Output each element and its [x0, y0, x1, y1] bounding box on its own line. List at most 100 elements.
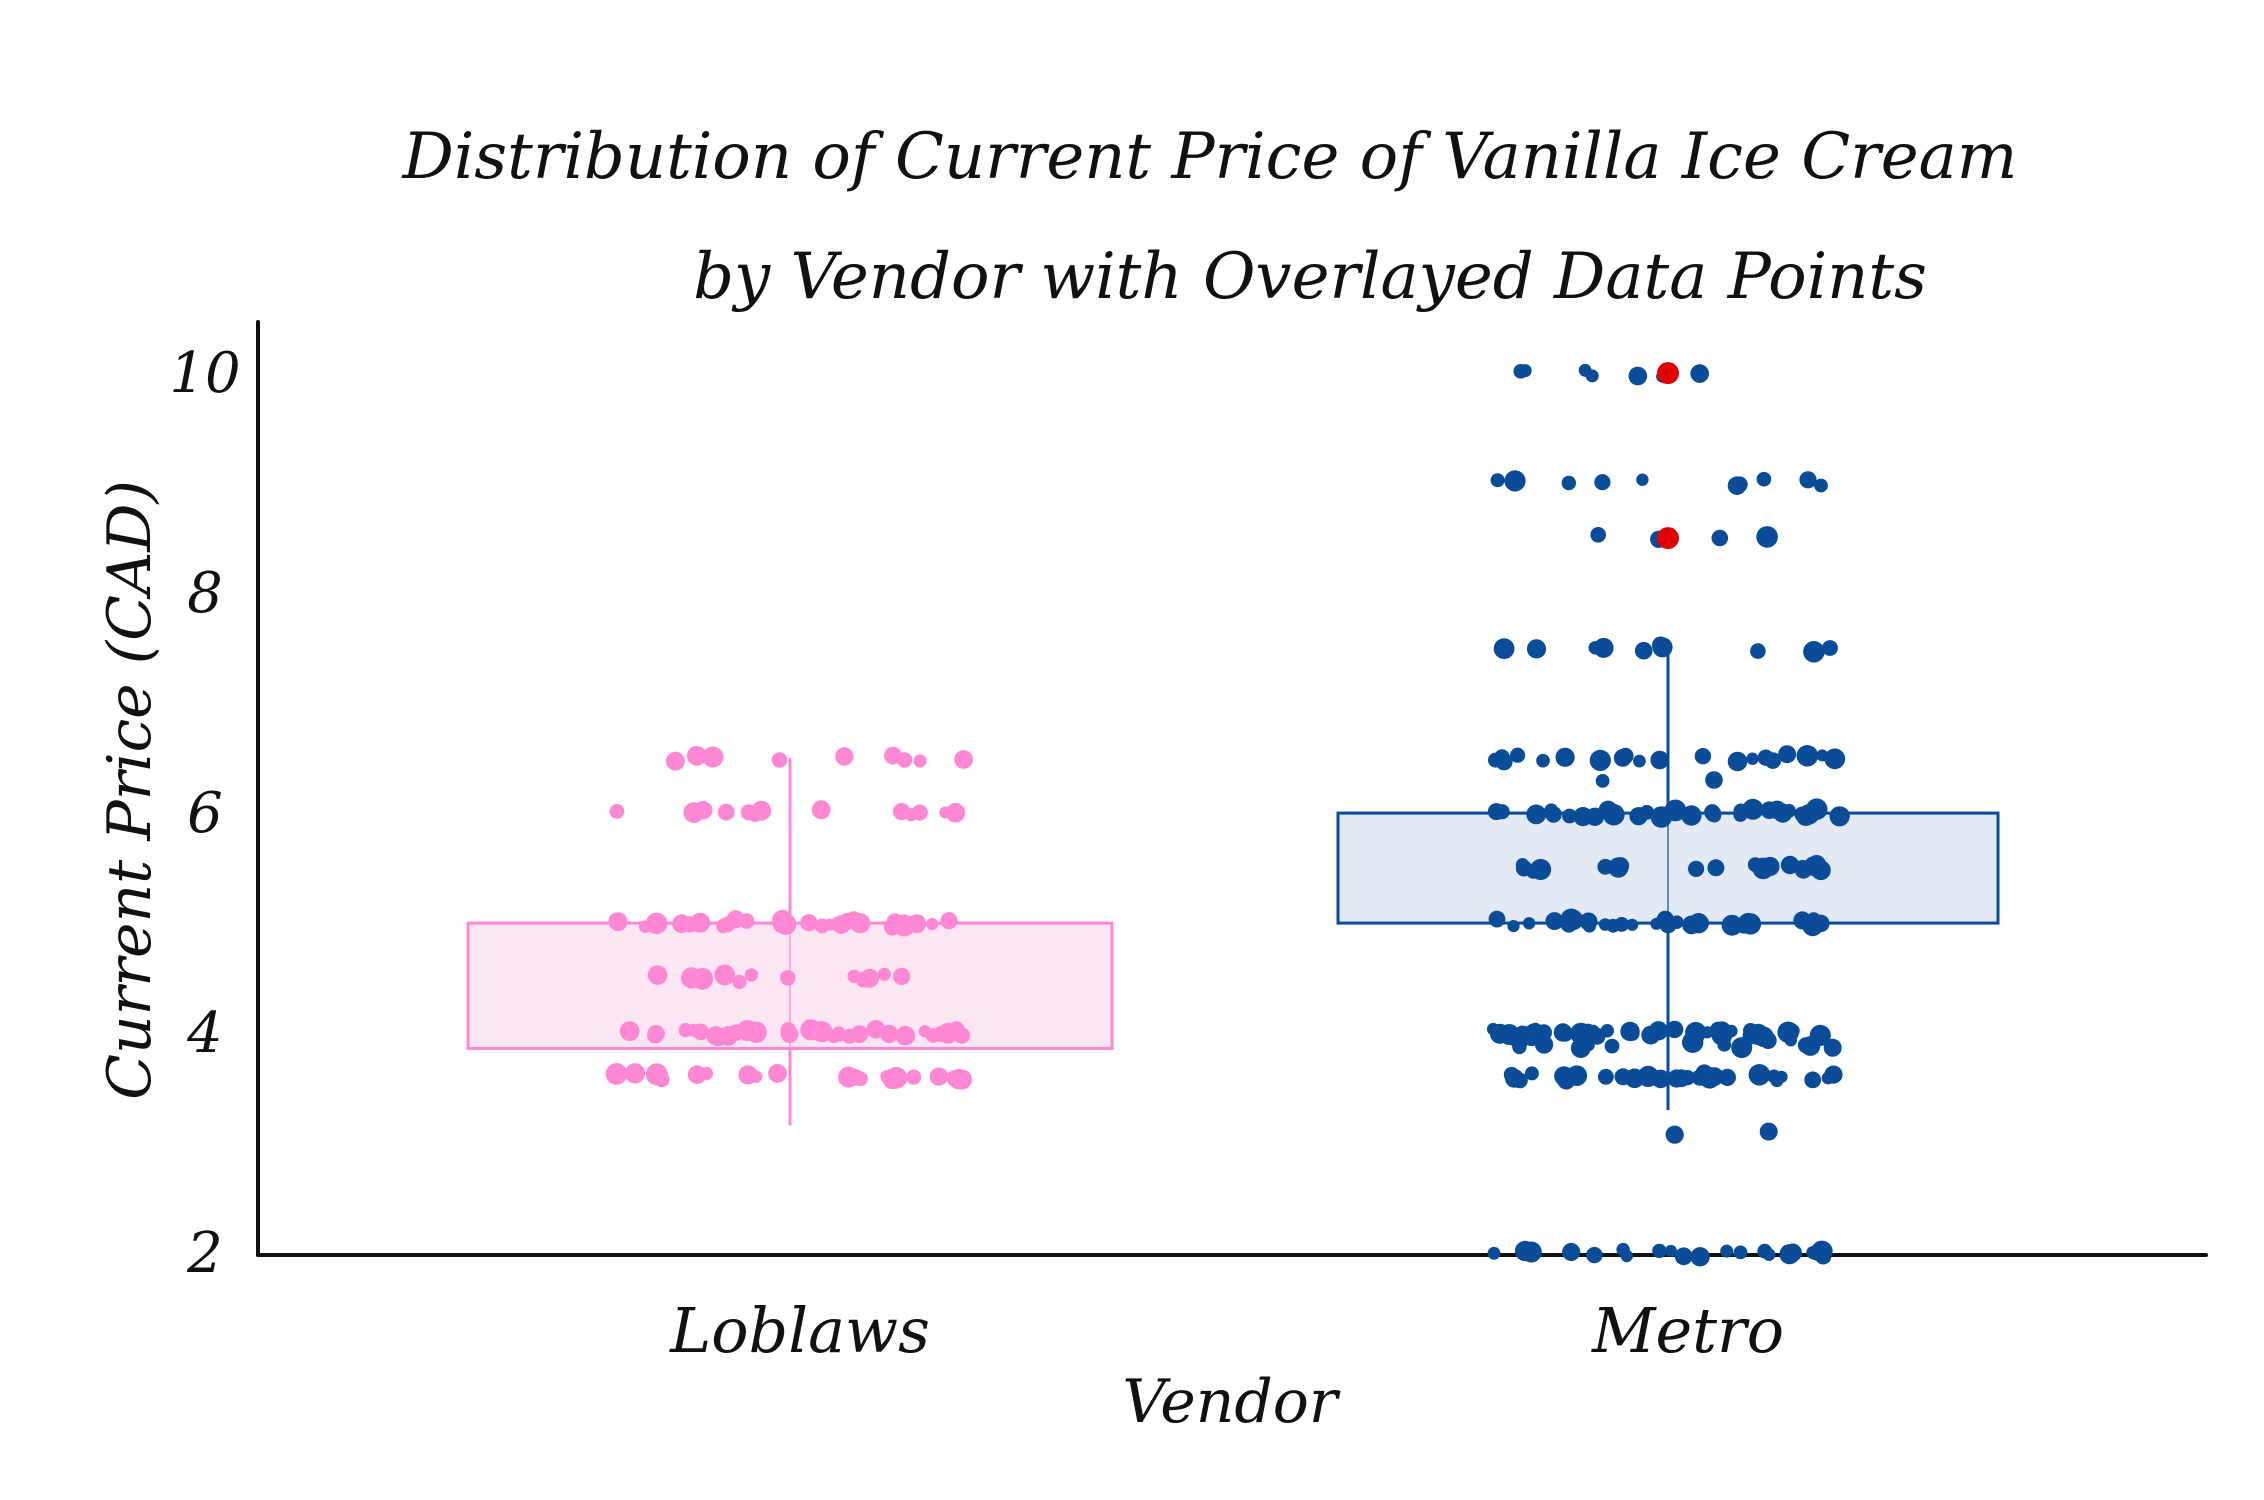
box-group-loblaws: [466, 745, 1114, 1126]
data-point: [1650, 750, 1669, 770]
data-point: [1762, 1248, 1776, 1261]
data-point: [1720, 1244, 1734, 1258]
data-point: [1806, 912, 1822, 928]
data-point: [647, 1025, 665, 1043]
data-point: [1557, 1025, 1574, 1042]
data-point: [1535, 1035, 1554, 1054]
data-point: [1588, 641, 1602, 655]
data-point: [1536, 753, 1550, 768]
data-point: [1595, 774, 1610, 788]
data-point: [1585, 807, 1605, 826]
data-point: [884, 746, 902, 765]
data-point: [1682, 1031, 1704, 1054]
data-point: [1664, 799, 1687, 822]
data-point: [1515, 858, 1530, 872]
data-point: [751, 800, 772, 821]
data-point: [1582, 1038, 1595, 1052]
data-point: [1585, 369, 1599, 383]
data-point: [1586, 1024, 1600, 1039]
data-point: [1711, 529, 1729, 547]
data-point: [605, 1063, 628, 1085]
data-point: [1757, 749, 1775, 766]
points-metro: [1486, 363, 1850, 1267]
data-point: [686, 745, 707, 766]
data-point: [699, 1066, 714, 1081]
data-point: [768, 1064, 787, 1083]
data-point: [1526, 864, 1541, 879]
data-point: [1705, 771, 1723, 789]
data-point: [1634, 641, 1653, 660]
data-point: [1773, 803, 1793, 823]
data-point: [1824, 748, 1846, 770]
data-point: [893, 967, 911, 986]
data-point: [1494, 749, 1510, 765]
data-point: [1562, 1242, 1581, 1262]
data-point: [1555, 747, 1575, 767]
data-point: [906, 1069, 922, 1085]
data-point: [619, 1021, 640, 1041]
data-point: [736, 1020, 758, 1041]
data-point: [1652, 637, 1673, 658]
data-point: [1545, 912, 1564, 931]
data-point: [1504, 470, 1526, 492]
data-point: [940, 912, 958, 930]
data-point: [1512, 1040, 1527, 1055]
data-point: [1733, 1245, 1748, 1260]
data-point: [1681, 805, 1702, 826]
data-point: [939, 806, 952, 819]
data-point: [877, 967, 891, 981]
data-point: [1620, 1021, 1640, 1042]
data-point: [1518, 364, 1532, 378]
data-point: [1694, 748, 1712, 765]
data-point: [1633, 754, 1646, 768]
data-point: [1823, 1038, 1842, 1057]
data-point: [1652, 1243, 1667, 1259]
data-point: [1680, 1070, 1696, 1086]
data-point: [702, 746, 724, 768]
data-point: [665, 751, 685, 771]
data-point: [1799, 471, 1817, 489]
data-point: [1563, 915, 1579, 931]
data-point: [1690, 364, 1709, 383]
data-point: [1701, 1026, 1714, 1039]
data-point: [926, 917, 939, 931]
data-point: [772, 909, 793, 931]
data-point: [1690, 1247, 1710, 1267]
data-point: [886, 913, 904, 931]
data-point: [1561, 475, 1577, 491]
x-tick-label-metro: Metro: [1591, 1294, 1784, 1367]
data-point: [1639, 805, 1655, 820]
data-point: [1600, 1023, 1615, 1038]
y-tick-labels: 2 4 6 8 10: [169, 341, 240, 1286]
data-point: [609, 804, 625, 819]
data-point: [1814, 478, 1828, 493]
data-point: [1665, 1020, 1684, 1039]
data-point: [882, 1068, 903, 1090]
data-point: [1493, 638, 1515, 659]
data-point: [780, 1025, 799, 1044]
plot-area: [466, 362, 2000, 1267]
data-point: [948, 1069, 969, 1090]
data-point: [1804, 1071, 1822, 1089]
data-point: [925, 1028, 941, 1043]
data-point: [1682, 915, 1701, 935]
data-point: [717, 803, 735, 821]
data-point: [1760, 856, 1780, 877]
data-point: [1750, 643, 1766, 659]
data-point: [847, 969, 861, 983]
data-point: [831, 1026, 847, 1042]
data-point: [1613, 749, 1632, 767]
data-point: [1589, 749, 1611, 772]
data-point: [1746, 752, 1759, 765]
data-point: [1665, 1125, 1684, 1144]
y-tick-label: 2: [186, 1221, 223, 1286]
data-point: [860, 968, 880, 988]
data-point: [913, 754, 927, 768]
y-tick-label: 10: [169, 341, 240, 406]
data-point: [681, 916, 698, 933]
data-point: [1579, 912, 1598, 931]
y-tick-label: 8: [187, 561, 223, 626]
outlier-point: [1657, 362, 1679, 385]
data-point: [1524, 1066, 1539, 1081]
data-point: [1604, 1038, 1620, 1054]
